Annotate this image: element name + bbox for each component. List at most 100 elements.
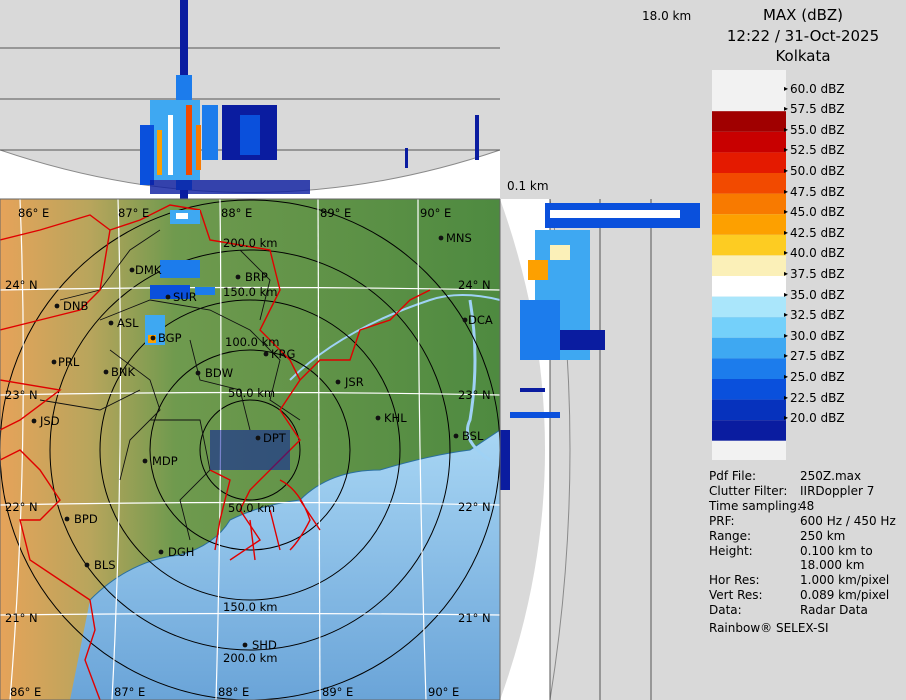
station-jsd: JSD xyxy=(40,414,60,428)
color-scale-label: 40.0 dBZ xyxy=(784,246,845,260)
station-bpd: BPD xyxy=(74,512,98,526)
color-scale-swatch xyxy=(712,337,786,359)
lon-label-89-bottom: 89° E xyxy=(322,685,354,699)
lat-label-24-right: 24° N xyxy=(458,278,491,292)
station-dgh: DGH xyxy=(168,545,195,559)
east-west-section xyxy=(500,198,700,700)
station-dmk: DMK xyxy=(135,263,162,277)
color-scale-nodata-top xyxy=(712,70,786,112)
lat-label-24-left: 24° N xyxy=(5,278,38,292)
lat-label-23-right: 23° N xyxy=(458,388,491,402)
color-scale-nodata-bottom xyxy=(712,440,786,460)
color-scale-label: 47.5 dBZ xyxy=(784,185,845,199)
color-scale-swatch xyxy=(712,214,786,235)
station-bls: BLS xyxy=(94,558,116,572)
color-scale-swatch xyxy=(712,173,786,194)
color-scale-label: 35.0 dBZ xyxy=(784,288,845,302)
color-scale-label: 57.5 dBZ xyxy=(784,102,845,116)
station-dnb: DNB xyxy=(63,299,89,313)
info-value: 0.100 km to xyxy=(800,543,873,558)
color-scale-label: 27.5 dBZ xyxy=(784,349,845,363)
color-scale-swatch xyxy=(712,379,786,400)
lon-label-88: 88° E xyxy=(221,206,253,220)
color-scale-swatch xyxy=(712,317,786,338)
info-value: 250 km xyxy=(800,528,846,543)
station-mns: MNS xyxy=(446,231,472,245)
info-value: 600 Hz / 450 Hz xyxy=(800,513,896,528)
color-scale-label: 52.5 dBZ xyxy=(784,143,845,157)
info-value: Radar Data xyxy=(800,603,868,618)
range-label-200-south: 200.0 km xyxy=(223,651,278,665)
info-value: 0.089 km/pixel xyxy=(800,588,890,603)
station-bdw: BDW xyxy=(205,366,234,380)
range-label-200-north: 200.0 km xyxy=(223,236,278,250)
station-asl: ASL xyxy=(117,316,139,330)
info-value: 18.000 km xyxy=(800,558,865,573)
info-key: Height: xyxy=(709,543,753,558)
station-bgp: BGP xyxy=(158,331,182,345)
station-name: Kolkata xyxy=(775,47,831,65)
product-title: MAX (dBZ) xyxy=(762,6,844,24)
color-scale-label: 37.5 dBZ xyxy=(784,267,845,281)
bottom-height-label: 0.1 km xyxy=(507,179,549,193)
lat-label-21-left: 21° N xyxy=(5,611,38,625)
lon-label-89: 89° E xyxy=(320,206,352,220)
lon-label-90-bottom: 90° E xyxy=(428,685,460,699)
color-scale-swatch xyxy=(712,111,786,132)
color-scale-swatch xyxy=(712,420,786,441)
top-height-label: 18.0 km xyxy=(642,9,692,23)
color-scale-label: 55.0 dBZ xyxy=(784,123,845,137)
color-scale-label: 22.5 dBZ xyxy=(784,391,845,405)
color-scale-swatch xyxy=(712,131,786,153)
color-scale-swatch xyxy=(712,234,786,256)
color-scale-swatch xyxy=(712,358,786,379)
range-label-50-north: 50.0 km xyxy=(228,386,276,400)
lon-label-86: 86° E xyxy=(18,206,50,220)
station-mdp: MDP xyxy=(152,454,178,468)
info-key: Vert Res: xyxy=(709,588,763,603)
lon-label-88-bottom: 88° E xyxy=(218,685,250,699)
info-value: 250Z.max xyxy=(800,469,862,483)
color-scale-swatch xyxy=(712,152,786,173)
station-bsl: BSL xyxy=(462,429,484,443)
station-prl: PRL xyxy=(58,355,80,369)
lat-label-21-right: 21° N xyxy=(458,611,491,625)
info-key: Data: xyxy=(709,603,742,618)
color-scale-swatch xyxy=(712,255,786,276)
info-key: Hor Res: xyxy=(709,573,760,588)
lon-label-87: 87° E xyxy=(118,206,150,220)
color-scale-swatch xyxy=(712,296,786,318)
info-key: Pdf File: xyxy=(709,469,757,483)
station-bnk: BNK xyxy=(111,365,136,379)
footer-credit: Rainbow® SELEX-SI xyxy=(709,621,829,635)
color-scale-label: 32.5 dBZ xyxy=(784,308,845,322)
color-scale-label: 60.0 dBZ xyxy=(784,82,845,96)
range-label-50-south: 50.0 km xyxy=(228,501,276,515)
lon-label-90: 90° E xyxy=(420,206,452,220)
lon-label-86-bottom: 86° E xyxy=(10,685,42,699)
info-key: Clutter Filter: xyxy=(709,483,788,498)
station-sur: SUR xyxy=(173,290,197,304)
info-key: Time sampling: xyxy=(709,498,802,513)
color-scale-label: 20.0 dBZ xyxy=(784,411,845,425)
lat-label-22-right: 22° N xyxy=(458,500,491,514)
lat-label-22-left: 22° N xyxy=(5,500,38,514)
color-scale-label: 25.0 dBZ xyxy=(784,370,845,384)
color-scale-bar xyxy=(712,70,786,460)
station-dca: DCA xyxy=(468,313,493,327)
station-brp: BRP xyxy=(245,270,268,284)
station-khl: KHL xyxy=(384,411,407,425)
color-scale-swatch xyxy=(712,276,786,297)
range-label-150-south: 150.0 km xyxy=(223,600,278,614)
north-south-section xyxy=(0,0,501,200)
station-shd: SHD xyxy=(252,638,277,652)
lat-label-23-left: 23° N xyxy=(5,388,38,402)
range-label-150-north: 150.0 km xyxy=(223,285,278,299)
info-value: 48 xyxy=(799,498,815,513)
info-key: PRF: xyxy=(709,513,735,528)
station-dpt: DPT xyxy=(263,431,286,445)
color-scale-label: 45.0 dBZ xyxy=(784,205,845,219)
station-jsr: JSR xyxy=(345,375,364,389)
